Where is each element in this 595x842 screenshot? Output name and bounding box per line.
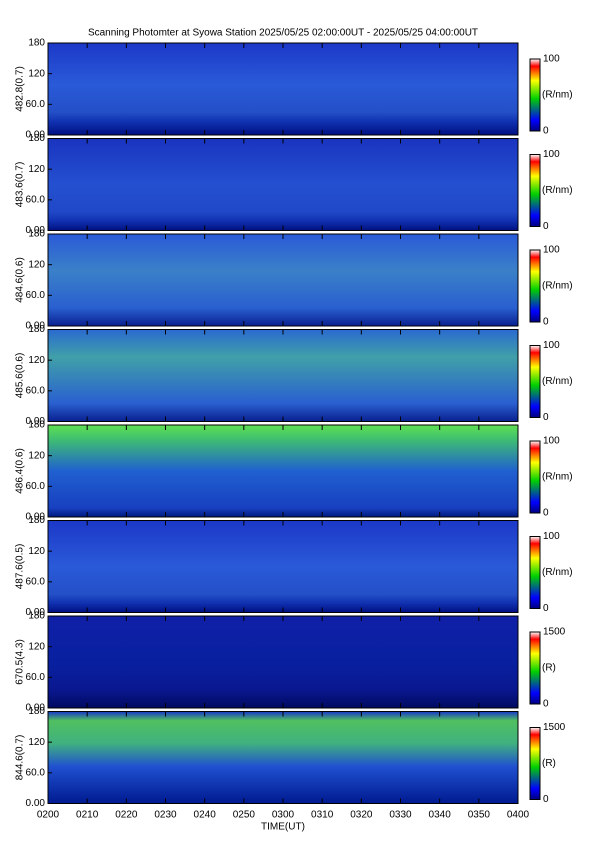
colorbar-label: (R/nm) xyxy=(542,281,573,292)
heatmap xyxy=(47,42,519,136)
y-tick-label: 180 xyxy=(28,706,45,717)
x-tick-label: 0200 xyxy=(37,810,60,821)
colorbar xyxy=(529,631,541,705)
y-tick-label: 120 xyxy=(28,450,45,461)
colorbar-tick-label: 100 xyxy=(543,340,560,351)
colorbar-label: (R) xyxy=(542,663,556,674)
colorbar-tick-label: 0 xyxy=(543,603,549,614)
x-tick-label: 0350 xyxy=(468,810,491,821)
colorbar xyxy=(529,440,541,514)
y-tick-label: 60.0 xyxy=(26,767,46,778)
y-tick-label: 120 xyxy=(28,737,45,748)
chart-title: Scanning Photomter at Syowa Station 2025… xyxy=(88,28,478,39)
colorbar-label: (R/nm) xyxy=(542,567,573,578)
y-tick-label: 180 xyxy=(28,133,45,144)
colorbar-tick-label: 100 xyxy=(543,245,560,256)
colorbar-label: (R/nm) xyxy=(542,472,573,483)
colorbar xyxy=(529,58,541,132)
y-axis-label: 486.4(0.6) xyxy=(15,448,26,494)
colorbar-tick-label: 0 xyxy=(543,221,549,232)
y-axis-label: 484.6(0.6) xyxy=(15,257,26,303)
y-tick-label: 120 xyxy=(28,546,45,557)
x-axis-label: TIME(UT) xyxy=(261,822,305,833)
y-tick-label: 180 xyxy=(28,38,45,49)
colorbar-label: (R) xyxy=(542,758,556,769)
y-tick-label: 60.0 xyxy=(26,576,46,587)
colorbar-label: (R/nm) xyxy=(542,185,573,196)
colorbar xyxy=(529,249,541,323)
colorbar xyxy=(529,345,541,418)
y-tick-label: 180 xyxy=(28,324,45,335)
y-axis-label: 483.6(0.7) xyxy=(15,162,26,208)
y-tick-label: 180 xyxy=(28,229,45,240)
x-tick-label: 0400 xyxy=(507,810,530,821)
x-tick-label: 0310 xyxy=(311,810,334,821)
y-tick-label: 0.00 xyxy=(26,416,46,427)
y-tick-label: 180 xyxy=(28,515,45,526)
heatmap xyxy=(47,138,519,231)
colorbar-tick-label: 0 xyxy=(543,126,549,137)
x-tick-label: 0300 xyxy=(272,810,295,821)
colorbar-tick-label: 0 xyxy=(543,794,549,805)
colorbar xyxy=(529,727,541,800)
y-axis-label: 482.8(0.7) xyxy=(15,66,26,112)
y-tick-label: 0.00 xyxy=(26,321,46,332)
colorbar-label: (R/nm) xyxy=(542,90,573,101)
x-tick-label: 0330 xyxy=(389,810,412,821)
y-tick-label: 0.00 xyxy=(26,512,46,523)
heatmap xyxy=(47,520,519,613)
colorbar-tick-label: 0 xyxy=(543,508,549,519)
x-tick-label: 0250 xyxy=(233,810,256,821)
heatmap xyxy=(47,329,519,422)
y-tick-label: 60.0 xyxy=(26,385,46,396)
y-tick-label: 120 xyxy=(28,355,45,366)
y-tick-label: 0.00 xyxy=(26,798,46,809)
colorbar-tick-label: 100 xyxy=(543,436,560,447)
x-tick-label: 0210 xyxy=(76,810,99,821)
y-tick-label: 180 xyxy=(28,420,45,431)
colorbar-tick-label: 100 xyxy=(543,149,560,160)
heatmap xyxy=(47,615,519,709)
y-tick-label: 60.0 xyxy=(26,99,46,110)
colorbar-tick-label: 1500 xyxy=(543,722,566,733)
x-tick-label: 0240 xyxy=(194,810,217,821)
x-tick-label: 0230 xyxy=(154,810,177,821)
colorbar-tick-label: 100 xyxy=(543,54,560,65)
y-tick-label: 0.00 xyxy=(26,225,46,236)
heatmap xyxy=(47,233,519,327)
y-tick-label: 120 xyxy=(28,164,45,175)
y-axis-label: 487.6(0.5) xyxy=(15,544,26,590)
colorbar xyxy=(529,536,541,609)
y-tick-label: 60.0 xyxy=(26,290,46,301)
colorbar-tick-label: 0 xyxy=(543,317,549,328)
colorbar-tick-label: 0 xyxy=(543,699,549,710)
y-tick-label: 120 xyxy=(28,259,45,270)
y-axis-label: 844.6(0.7) xyxy=(15,735,26,781)
x-tick-label: 0340 xyxy=(429,810,452,821)
colorbar-tick-label: 100 xyxy=(543,531,560,542)
y-tick-label: 0.00 xyxy=(26,703,46,714)
x-tick-label: 0220 xyxy=(115,810,138,821)
colorbar-tick-label: 1500 xyxy=(543,627,566,638)
y-axis-label: 485.6(0.6) xyxy=(15,353,26,399)
colorbar-label: (R/nm) xyxy=(542,376,573,387)
x-tick-label: 0320 xyxy=(350,810,373,821)
y-tick-label: 120 xyxy=(28,641,45,652)
y-tick-label: 0.00 xyxy=(26,130,46,141)
colorbar-tick-label: 0 xyxy=(543,412,549,423)
colorbar xyxy=(529,154,541,227)
y-axis-label: 670.5(4.3) xyxy=(15,639,26,685)
y-tick-label: 0.00 xyxy=(26,607,46,618)
heatmap xyxy=(47,711,519,804)
heatmap xyxy=(47,424,519,518)
y-tick-label: 120 xyxy=(28,68,45,79)
y-tick-label: 180 xyxy=(28,611,45,622)
y-tick-label: 60.0 xyxy=(26,481,46,492)
y-tick-label: 60.0 xyxy=(26,672,46,683)
y-tick-label: 60.0 xyxy=(26,194,46,205)
